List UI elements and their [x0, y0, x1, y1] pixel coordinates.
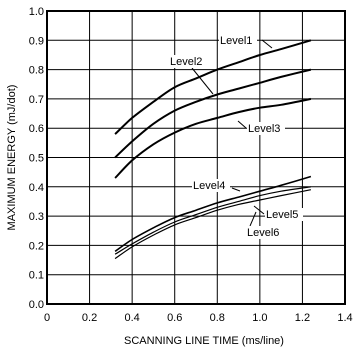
x-tick-label: 1.4: [337, 312, 352, 324]
x-tick-label: 1.0: [252, 312, 267, 324]
x-tick-labels: 0 0.2 0.4 0.6 0.8 1.0 1.2 1.4: [44, 312, 353, 324]
leader-line-level4: [231, 187, 241, 192]
label-bg-level1: [219, 34, 257, 47]
label-bg-level4: [192, 179, 230, 192]
x-axis-title: SCANNING LINE TIME (ms/line): [124, 335, 284, 347]
grid: [46, 10, 346, 305]
label-bg-level3: [247, 122, 285, 135]
label-bg-level6: [246, 226, 284, 239]
y-tick-label: 0.9: [29, 35, 44, 47]
x-tick-label: 0: [44, 312, 50, 324]
leader-line-level3: [237, 120, 247, 129]
y-tick-labels: 0.0 0.1 0.2 0.3 0.4 0.5 0.6 0.7 0.8 0.9 1.0: [29, 6, 44, 311]
y-tick-label: 0.7: [29, 94, 44, 106]
series-line-level5: [114, 186, 311, 255]
series-label-level3: Level3: [248, 123, 280, 135]
y-tick-label: 0.0: [29, 299, 44, 311]
series-label-level5: Level5: [266, 209, 298, 221]
series-label-level2: Level2: [170, 56, 202, 68]
y-tick-label: 0.4: [29, 182, 44, 194]
plot-frame: [46, 10, 346, 305]
leader-line-level2: [191, 67, 214, 95]
leader-line-level1: [261, 39, 273, 49]
x-tick-label: 0.4: [124, 312, 139, 324]
y-tick-label: 0.1: [29, 270, 44, 282]
leader-line-level5: [253, 205, 265, 215]
series-line-level1: [114, 39, 312, 135]
series-line-level2: [114, 68, 312, 159]
label-bg-level5: [265, 208, 303, 221]
series-label-level1: Level1: [220, 35, 252, 47]
y-axis-title: MAXIMUM ENERGY (mJ/dot): [6, 85, 18, 231]
series-labels: Level1 Level2 Level3 Level4 Level5 Level6: [169, 34, 303, 239]
y-tick-label: 0.2: [29, 240, 44, 252]
y-tick-label: 1.0: [29, 6, 44, 18]
x-tick-label: 0.8: [210, 312, 225, 324]
series-line-level4: [114, 175, 312, 252]
series-label-level4: Level4: [193, 180, 225, 192]
series-label-level6: Level6: [247, 227, 279, 239]
y-tick-label: 0.3: [29, 211, 44, 223]
y-tick-label: 0.6: [29, 123, 44, 135]
series-lines: [114, 39, 312, 260]
series-line-level3: [114, 97, 312, 179]
x-tick-label: 1.2: [295, 312, 310, 324]
label-bg-level2: [169, 55, 207, 68]
x-tick-label: 0.2: [82, 312, 97, 324]
x-tick-label: 0.6: [167, 312, 182, 324]
leader-line-level6: [249, 211, 257, 227]
y-tick-label: 0.8: [29, 65, 44, 77]
series-line-level6: [114, 189, 312, 260]
y-tick-label: 0.5: [29, 153, 44, 165]
